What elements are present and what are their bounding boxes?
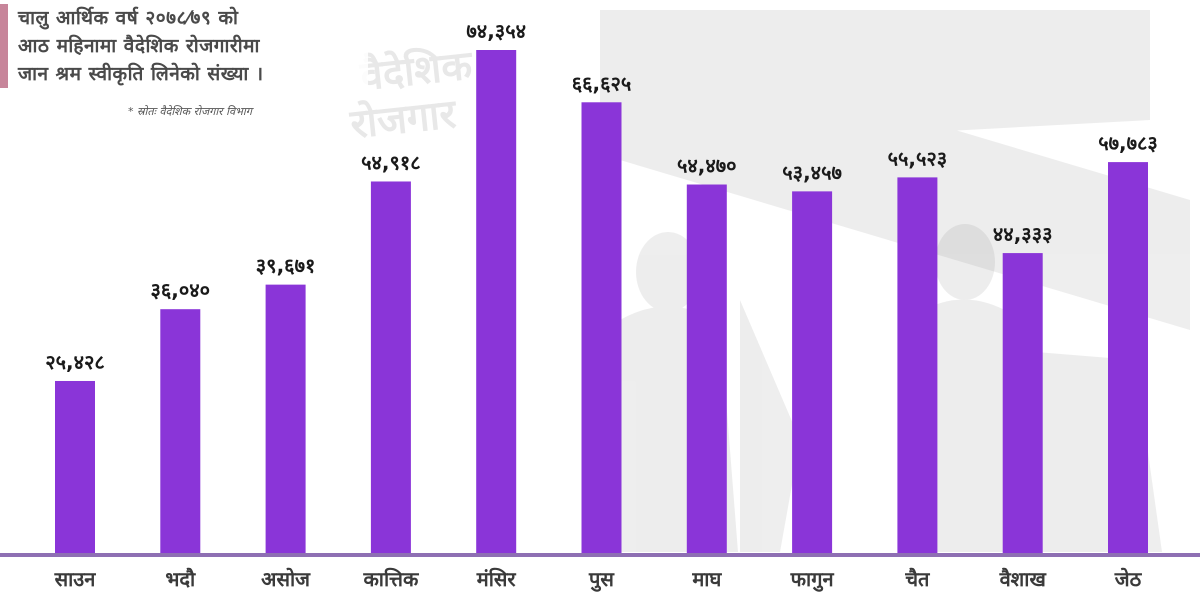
bar	[686, 184, 727, 553]
title-line: जान श्रम स्वीकृति लिनेको संख्या ।	[18, 63, 264, 85]
bar-value-label: ५४,४७०	[677, 154, 737, 178]
silhouette-head	[935, 224, 995, 300]
bar-value-label: ५३,४५७	[782, 160, 842, 184]
chart-title: चालु आर्थिक वर्ष २०७८⁄७९ को आठ महिनामा व…	[0, 4, 368, 88]
bar	[581, 102, 622, 553]
category-label: कात्तिक	[362, 567, 420, 591]
category-label: माघ	[691, 567, 722, 591]
silhouette-head	[636, 232, 700, 312]
bar-value-label: ५५,५२३	[888, 146, 948, 170]
bar	[265, 284, 306, 553]
bar	[55, 380, 95, 553]
bar-value-label: ५७,७८३	[1098, 131, 1158, 155]
bar-value-label: ६६,६२५	[572, 71, 632, 95]
svg-text:रोजगार: रोजगार	[347, 90, 460, 148]
bar-value-label: २५,४२८	[45, 350, 105, 374]
category-label: फागुन	[790, 567, 835, 592]
category-label: भदौ	[165, 567, 196, 591]
bar	[370, 181, 411, 553]
source-note: * स्रोतः वैदेशिक रोजगार विभाग	[128, 105, 252, 118]
bar-value-label: ४४,३३३	[993, 222, 1053, 246]
category-label: वैशाख	[999, 567, 1048, 591]
bar-value-label: ५४,९१८	[361, 150, 421, 174]
silhouette-bag	[740, 300, 800, 552]
category-label: साउन	[54, 567, 97, 591]
bar	[476, 50, 517, 553]
background-banner	[600, 10, 1150, 150]
bar	[792, 191, 833, 553]
bar-value-label: ३६,०४०	[150, 278, 210, 302]
category-label: जेठ	[1114, 567, 1143, 591]
bar-value-label: ३९,६७१	[256, 254, 316, 278]
bar	[1108, 162, 1148, 553]
category-label: असोज	[261, 567, 311, 591]
bar	[160, 309, 201, 553]
title-line: आठ महिनामा वैदेशिक रोजगारीमा	[18, 35, 260, 57]
bar-value-label: ७४,३५४	[466, 19, 526, 43]
category-label: चैत	[904, 567, 931, 591]
category-label: पुस	[588, 567, 615, 592]
bar	[897, 177, 938, 553]
category-label: मंसिर	[476, 567, 517, 591]
title-line: चालु आर्थिक वर्ष २०७८⁄७९ को	[18, 7, 239, 29]
bar	[1002, 253, 1043, 553]
